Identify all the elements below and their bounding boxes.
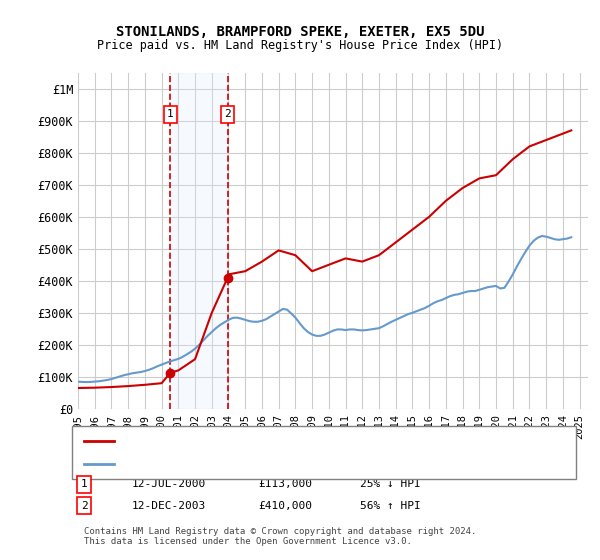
Text: 12-JUL-2000: 12-JUL-2000 — [132, 479, 206, 489]
Text: 1: 1 — [167, 109, 174, 119]
Text: 12-DEC-2003: 12-DEC-2003 — [132, 501, 206, 511]
Text: Price paid vs. HM Land Registry's House Price Index (HPI): Price paid vs. HM Land Registry's House … — [97, 39, 503, 52]
Text: Contains HM Land Registry data © Crown copyright and database right 2024.
This d: Contains HM Land Registry data © Crown c… — [84, 526, 476, 546]
Text: £113,000: £113,000 — [258, 479, 312, 489]
Text: 56% ↑ HPI: 56% ↑ HPI — [360, 501, 421, 511]
Text: 25% ↓ HPI: 25% ↓ HPI — [360, 479, 421, 489]
Text: HPI: Average price, detached house, East Devon: HPI: Average price, detached house, East… — [120, 459, 390, 469]
Text: 2: 2 — [80, 501, 88, 511]
Text: STONILANDS, BRAMPFORD SPEKE, EXETER, EX5 5DU (detached house): STONILANDS, BRAMPFORD SPEKE, EXETER, EX5… — [120, 436, 478, 446]
Bar — [170, 73, 227, 409]
Text: 1: 1 — [80, 479, 88, 489]
Text: 2: 2 — [224, 109, 231, 119]
Text: STONILANDS, BRAMPFORD SPEKE, EXETER, EX5 5DU: STONILANDS, BRAMPFORD SPEKE, EXETER, EX5… — [116, 25, 484, 39]
Text: £410,000: £410,000 — [258, 501, 312, 511]
